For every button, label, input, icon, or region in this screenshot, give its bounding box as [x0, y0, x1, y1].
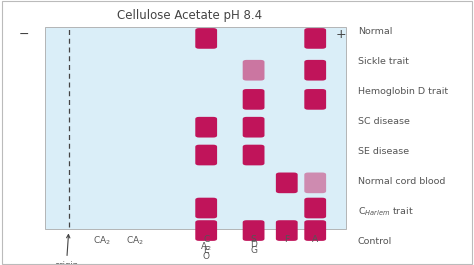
- Text: C: C: [203, 235, 210, 244]
- Text: SC disease: SC disease: [358, 117, 410, 126]
- Text: Control: Control: [358, 237, 392, 246]
- FancyBboxPatch shape: [195, 117, 217, 138]
- FancyBboxPatch shape: [276, 173, 298, 193]
- FancyBboxPatch shape: [195, 145, 217, 165]
- Text: CA$_2$: CA$_2$: [126, 235, 144, 247]
- FancyBboxPatch shape: [243, 145, 264, 165]
- Text: Normal: Normal: [358, 27, 392, 36]
- Text: origin: origin: [55, 235, 78, 265]
- Text: Cellulose Acetate pH 8.4: Cellulose Acetate pH 8.4: [117, 9, 262, 22]
- FancyBboxPatch shape: [243, 89, 264, 110]
- Text: G: G: [250, 246, 257, 255]
- Text: Sickle trait: Sickle trait: [358, 57, 409, 66]
- Text: +: +: [336, 28, 346, 41]
- Text: D: D: [250, 240, 257, 249]
- Text: Normal cord blood: Normal cord blood: [358, 177, 445, 186]
- Text: −: −: [18, 28, 29, 41]
- FancyBboxPatch shape: [195, 220, 217, 241]
- FancyBboxPatch shape: [304, 198, 326, 218]
- Text: SE disease: SE disease: [358, 147, 409, 156]
- Text: CA$_2$: CA$_2$: [93, 235, 111, 247]
- FancyBboxPatch shape: [304, 173, 326, 193]
- FancyBboxPatch shape: [304, 220, 326, 241]
- Text: A$_2$: A$_2$: [201, 240, 212, 253]
- Text: C$_{Harlem}$ trait: C$_{Harlem}$ trait: [358, 205, 414, 218]
- FancyBboxPatch shape: [195, 198, 217, 218]
- FancyBboxPatch shape: [304, 28, 326, 49]
- Text: Hemoglobin D trait: Hemoglobin D trait: [358, 87, 448, 96]
- FancyBboxPatch shape: [243, 117, 264, 138]
- FancyBboxPatch shape: [276, 220, 298, 241]
- Text: E: E: [203, 246, 209, 255]
- FancyBboxPatch shape: [304, 89, 326, 110]
- Text: O: O: [203, 252, 210, 261]
- FancyBboxPatch shape: [243, 220, 264, 241]
- Text: A: A: [312, 235, 318, 244]
- FancyBboxPatch shape: [45, 26, 346, 229]
- FancyBboxPatch shape: [195, 28, 217, 49]
- Text: S: S: [251, 235, 256, 244]
- FancyBboxPatch shape: [304, 60, 326, 81]
- Text: F: F: [284, 235, 289, 244]
- FancyBboxPatch shape: [243, 60, 264, 81]
